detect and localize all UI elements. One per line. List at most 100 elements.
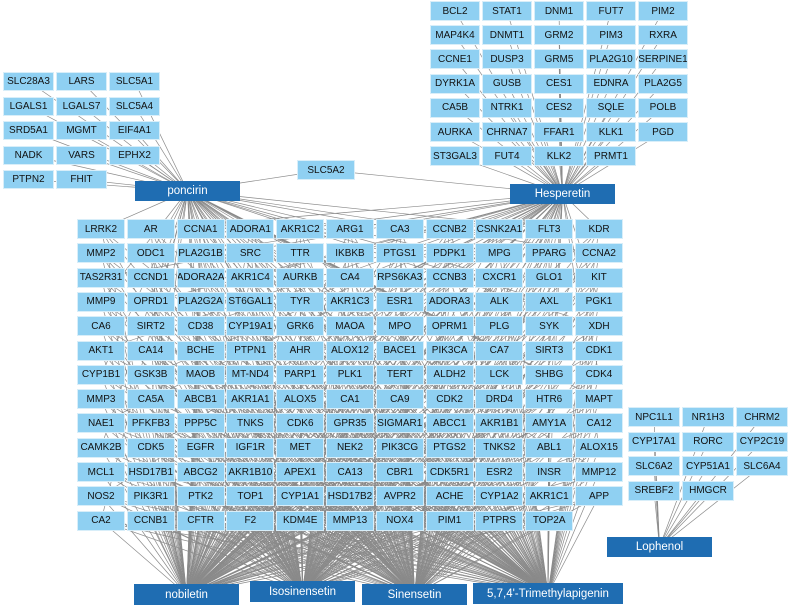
edge bbox=[186, 374, 351, 595]
target-node: AKR1C2 bbox=[276, 219, 325, 239]
target-node: MPO bbox=[375, 316, 424, 337]
target-node: ALK bbox=[475, 291, 524, 312]
target-node: CCNA2 bbox=[575, 243, 623, 264]
target-node: PIM2 bbox=[638, 1, 688, 21]
target-node: RORC bbox=[682, 431, 734, 452]
edge bbox=[250, 374, 303, 592]
target-node: PLA2G10 bbox=[586, 49, 636, 70]
target-node: MMP9 bbox=[77, 291, 125, 312]
target-node: GLO1 bbox=[525, 267, 574, 288]
target-node: AKR1A1 bbox=[226, 389, 275, 410]
edge bbox=[186, 520, 351, 595]
target-node: VARS bbox=[56, 145, 107, 165]
target-node: PTPN1 bbox=[226, 340, 275, 361]
target-node: AR bbox=[126, 219, 175, 239]
target-node: MMP2 bbox=[77, 243, 125, 264]
target-node: MPG bbox=[475, 243, 524, 264]
target-node: HTR6 bbox=[525, 389, 574, 410]
target-node: LRRK2 bbox=[77, 219, 125, 239]
edge bbox=[150, 520, 303, 592]
edge bbox=[186, 520, 450, 595]
target-node: PPARG bbox=[525, 243, 574, 264]
target-node: TERT bbox=[375, 364, 424, 385]
target-node: SQLE bbox=[586, 97, 636, 118]
target-node: SREBF2 bbox=[628, 480, 680, 501]
target-node: CAMK2B bbox=[77, 437, 125, 458]
target-node: MMP12 bbox=[575, 462, 623, 482]
target-node: GPR35 bbox=[326, 413, 374, 434]
target-node: PIM1 bbox=[425, 510, 474, 531]
target-node: MAOB bbox=[176, 364, 225, 385]
target-node: PTGS2 bbox=[425, 437, 474, 458]
target-node: FLT3 bbox=[525, 219, 574, 239]
edge bbox=[300, 520, 415, 595]
target-node: SLC28A3 bbox=[3, 72, 54, 91]
target-node: CYP1A2 bbox=[475, 486, 524, 507]
target-node: FFAR1 bbox=[534, 122, 584, 142]
target-node: IGF1R bbox=[226, 437, 275, 458]
edge bbox=[186, 228, 351, 595]
target-node: ODC1 bbox=[126, 243, 175, 264]
target-node: RPS6KA3 bbox=[375, 267, 424, 288]
compound-node: Isosinensetin bbox=[250, 581, 355, 602]
target-node: ALOX12 bbox=[326, 340, 374, 361]
target-node: CCNB2 bbox=[425, 219, 474, 239]
target-node: AKR1C1 bbox=[525, 486, 574, 507]
edge bbox=[100, 374, 187, 595]
edge bbox=[302, 471, 450, 592]
target-node: MAOA bbox=[326, 316, 374, 337]
target-node: HMGCR bbox=[682, 480, 734, 501]
target-node: CDK2 bbox=[425, 389, 474, 410]
edge bbox=[150, 520, 187, 595]
target-node: SERPINE1 bbox=[638, 49, 688, 70]
edge bbox=[150, 471, 303, 592]
target-node: AKR1B1 bbox=[475, 413, 524, 434]
target-node: FUT4 bbox=[482, 146, 532, 167]
target-node: ALDH2 bbox=[425, 364, 474, 385]
target-node: AXL bbox=[525, 291, 574, 312]
target-node: MMP3 bbox=[77, 389, 125, 410]
edge bbox=[186, 520, 301, 595]
target-node: DNMT1 bbox=[482, 25, 532, 46]
target-node: CDK5 bbox=[126, 437, 175, 458]
target-node: GSK3B bbox=[126, 364, 175, 385]
target-node: PARP1 bbox=[276, 364, 325, 385]
target-node: CYP19A1 bbox=[226, 316, 275, 337]
edge bbox=[659, 465, 763, 548]
target-node: EDNRA bbox=[586, 73, 636, 94]
target-node: SRD5A1 bbox=[3, 121, 54, 140]
target-node: NEK2 bbox=[326, 437, 374, 458]
target-node: INSR bbox=[525, 462, 574, 482]
target-node: KDM4E bbox=[276, 510, 325, 531]
edge bbox=[200, 228, 303, 592]
target-node: CHRNA7 bbox=[482, 122, 532, 142]
edge bbox=[28, 130, 188, 192]
target-node: SLC5A2 bbox=[297, 160, 355, 180]
target-node: PTGS1 bbox=[375, 243, 424, 264]
target-node: TTR bbox=[276, 243, 325, 264]
target-node: PLA2G5 bbox=[638, 73, 688, 94]
target-node: PLA2G1B bbox=[176, 243, 225, 264]
target-node: LCK bbox=[475, 364, 524, 385]
edge bbox=[302, 520, 550, 592]
target-node: CYP51A1 bbox=[682, 456, 734, 476]
target-node: ESR1 bbox=[375, 291, 424, 312]
target-node: PIK3CG bbox=[375, 437, 424, 458]
target-node: CA2 bbox=[77, 510, 125, 531]
target-node: CDK5R1 bbox=[425, 462, 474, 482]
target-node: SHBG bbox=[525, 364, 574, 385]
target-node: SRC bbox=[226, 243, 275, 264]
edge bbox=[100, 423, 549, 594]
compound-node: nobiletin bbox=[134, 584, 239, 605]
edge bbox=[250, 520, 303, 592]
compound-node: 5,7,4'-Trimethylapigenin bbox=[473, 583, 623, 604]
edge bbox=[100, 471, 549, 594]
target-node: NADK bbox=[3, 145, 54, 165]
target-node: CDK6 bbox=[276, 413, 325, 434]
target-node: EGFR bbox=[176, 437, 225, 458]
target-node: CSNK2A1 bbox=[475, 219, 524, 239]
compound-node: Lophenol bbox=[607, 537, 712, 557]
edge bbox=[414, 520, 450, 595]
edge bbox=[134, 130, 188, 192]
